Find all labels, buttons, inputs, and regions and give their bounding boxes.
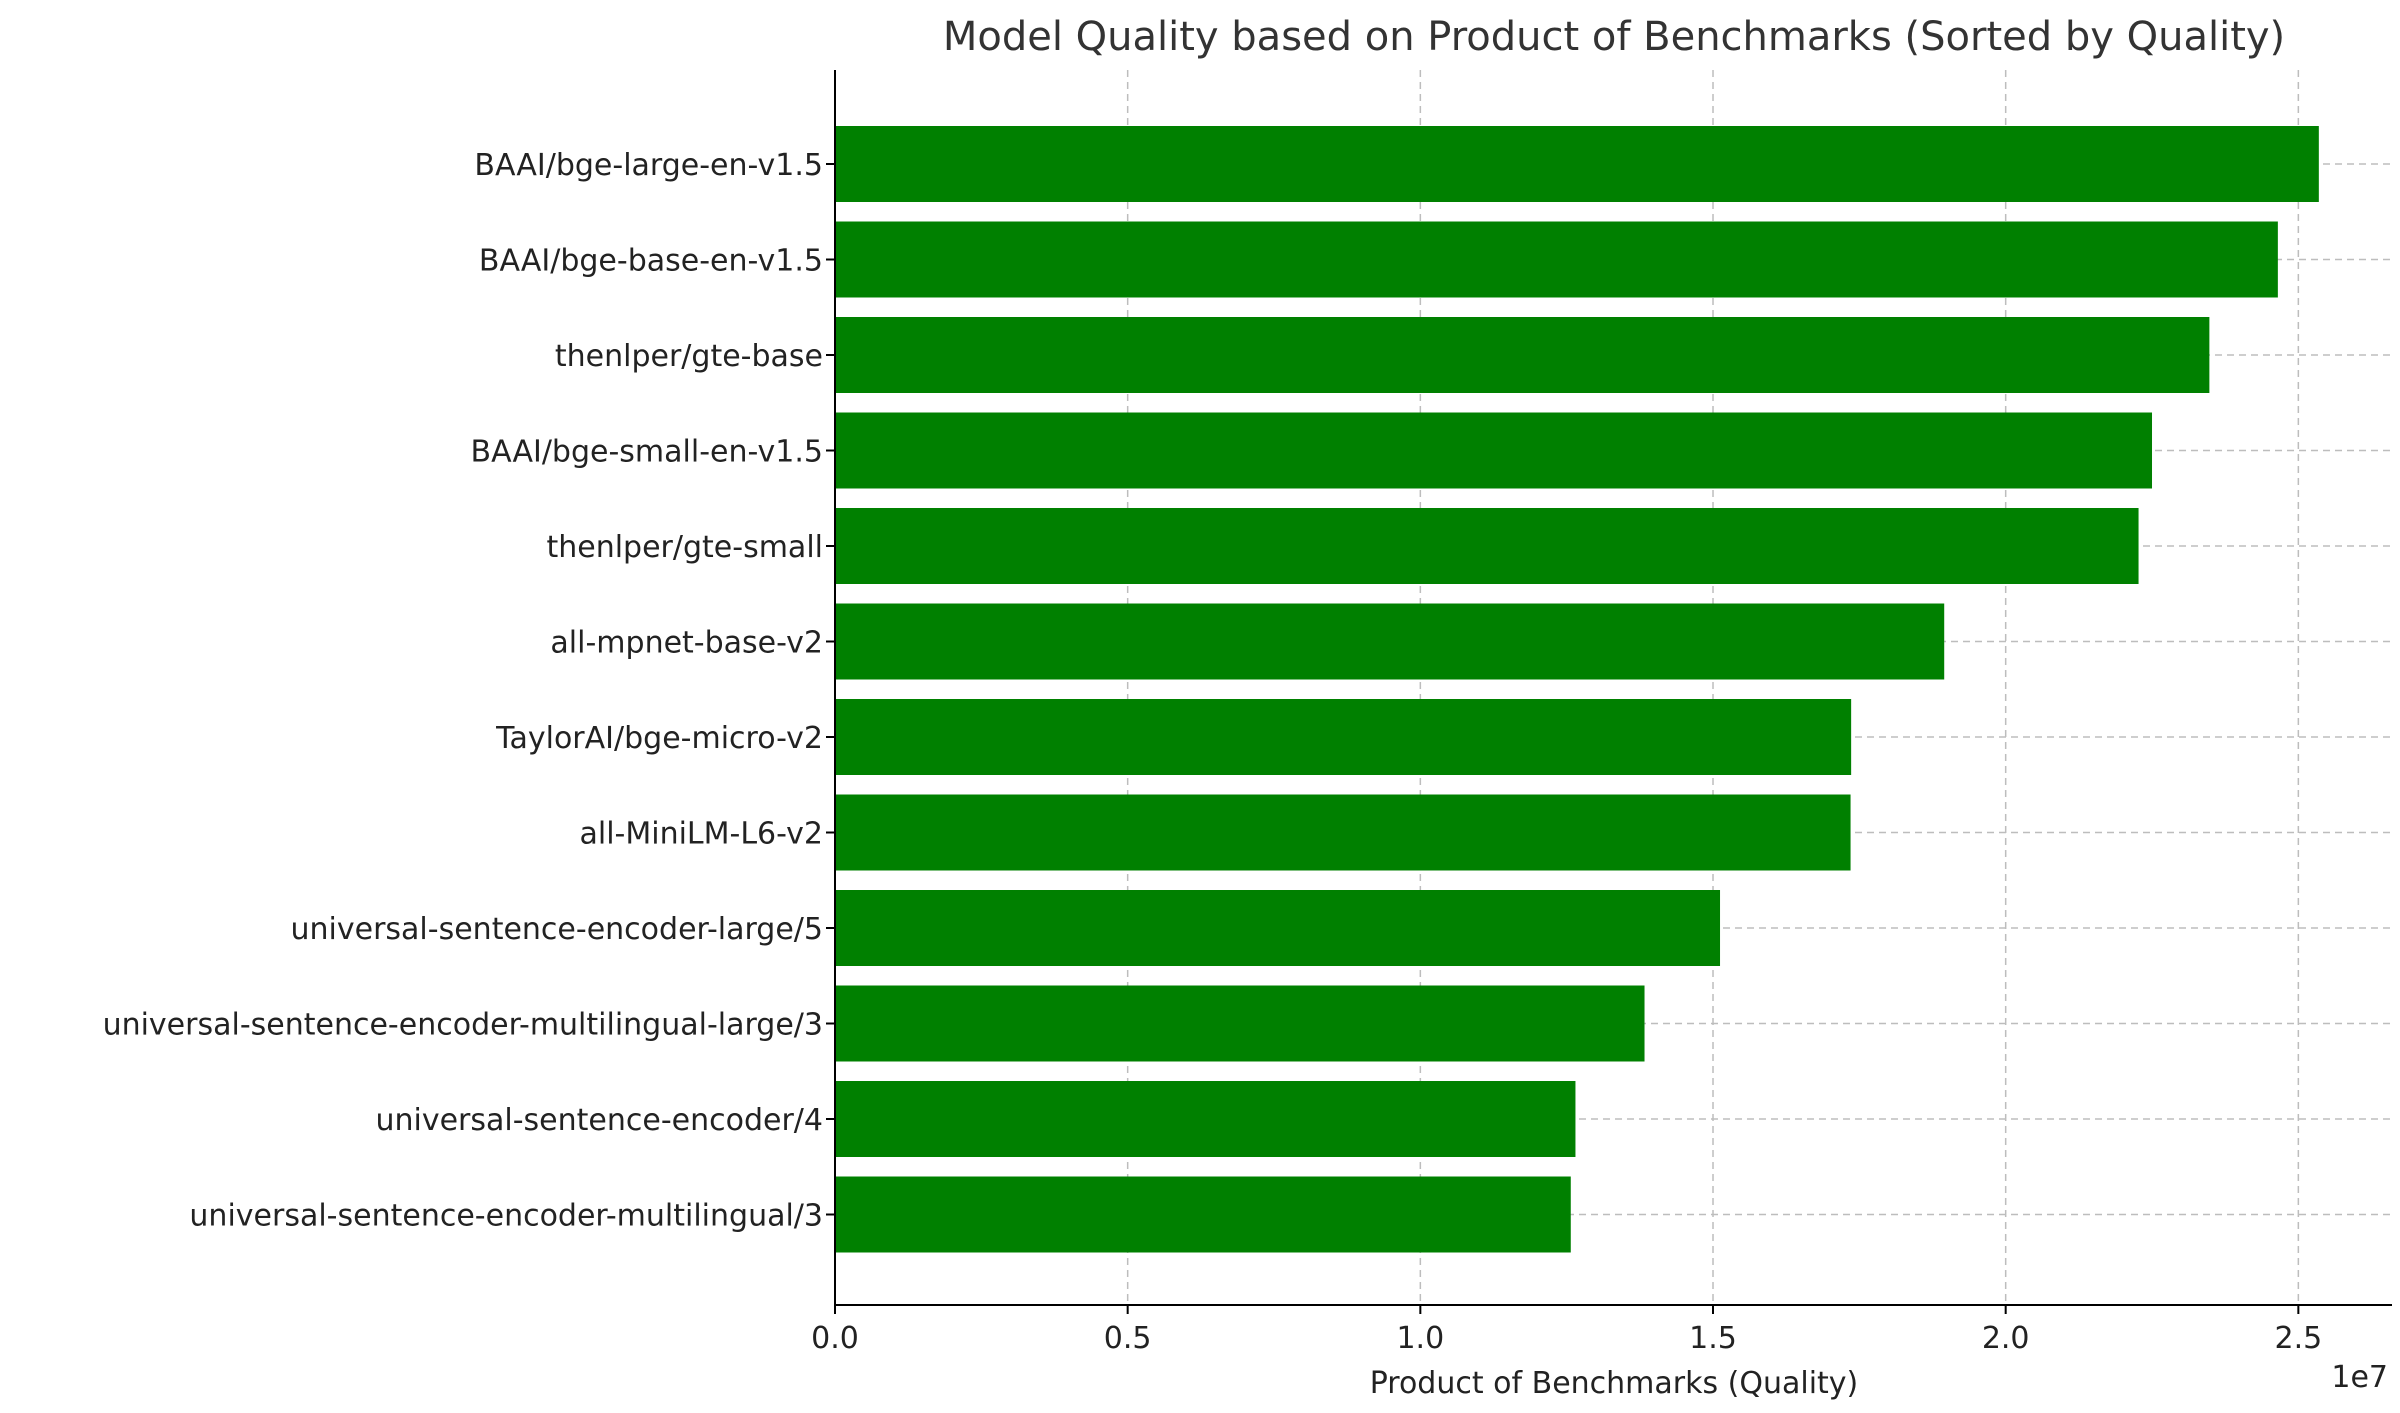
bar (835, 985, 1645, 1062)
y-tick-label: TaylorAI/bge-micro-v2 (495, 721, 823, 756)
bar (835, 412, 2153, 489)
bar (835, 890, 1721, 966)
x-axis-scale-label: 1e7 (2331, 1360, 2388, 1395)
bar (835, 603, 1945, 680)
bar (835, 1176, 1571, 1253)
x-tick-label: 2.0 (1982, 1321, 2030, 1356)
x-tick-label: 1.0 (1396, 1321, 1444, 1356)
x-tick-label: 0.5 (1104, 1321, 1152, 1356)
y-tick-label: universal-sentence-encoder/4 (375, 1103, 823, 1138)
bar (835, 317, 2210, 393)
x-tick-label: 1.5 (1689, 1321, 1737, 1356)
bar (835, 126, 2319, 202)
tick-labels: 0.0 0.5 1.0 1.5 2.0 2.5 BAAI/bge-large-en-v1.5… (103, 148, 2323, 1356)
y-tick-label: BAAI/bge-large-en-v1.5 (474, 148, 823, 183)
y-tick-label: all-mpnet-base-v2 (550, 626, 823, 661)
y-tick-label: BAAI/bge-small-en-v1.5 (471, 435, 823, 470)
y-tick-label: thenlper/gte-base (555, 339, 823, 374)
bar (835, 508, 2139, 584)
y-tick-label: BAAI/bge-base-en-v1.5 (479, 244, 823, 279)
x-axis-title: Product of Benchmarks (Quality) (1370, 1366, 1859, 1401)
bar (835, 794, 1851, 871)
y-tick-label: universal-sentence-encoder-multilingual/… (189, 1199, 823, 1234)
bar (835, 221, 2278, 298)
y-tick-label: thenlper/gte-small (546, 530, 823, 565)
bar (835, 1081, 1576, 1157)
axes (834, 70, 2392, 1306)
x-tick-label: 2.5 (2274, 1321, 2322, 1356)
x-tick-label: 0.0 (811, 1321, 859, 1356)
y-tick-label: universal-sentence-encoder-multilingual-… (103, 1008, 823, 1043)
y-tick-label: universal-sentence-encoder-large/5 (291, 912, 823, 947)
bars (835, 126, 2319, 1253)
y-tick-label: all-MiniLM-L6-v2 (579, 817, 823, 852)
chart-title: Model Quality based on Product of Benchm… (943, 14, 2285, 60)
bar (835, 699, 1852, 775)
